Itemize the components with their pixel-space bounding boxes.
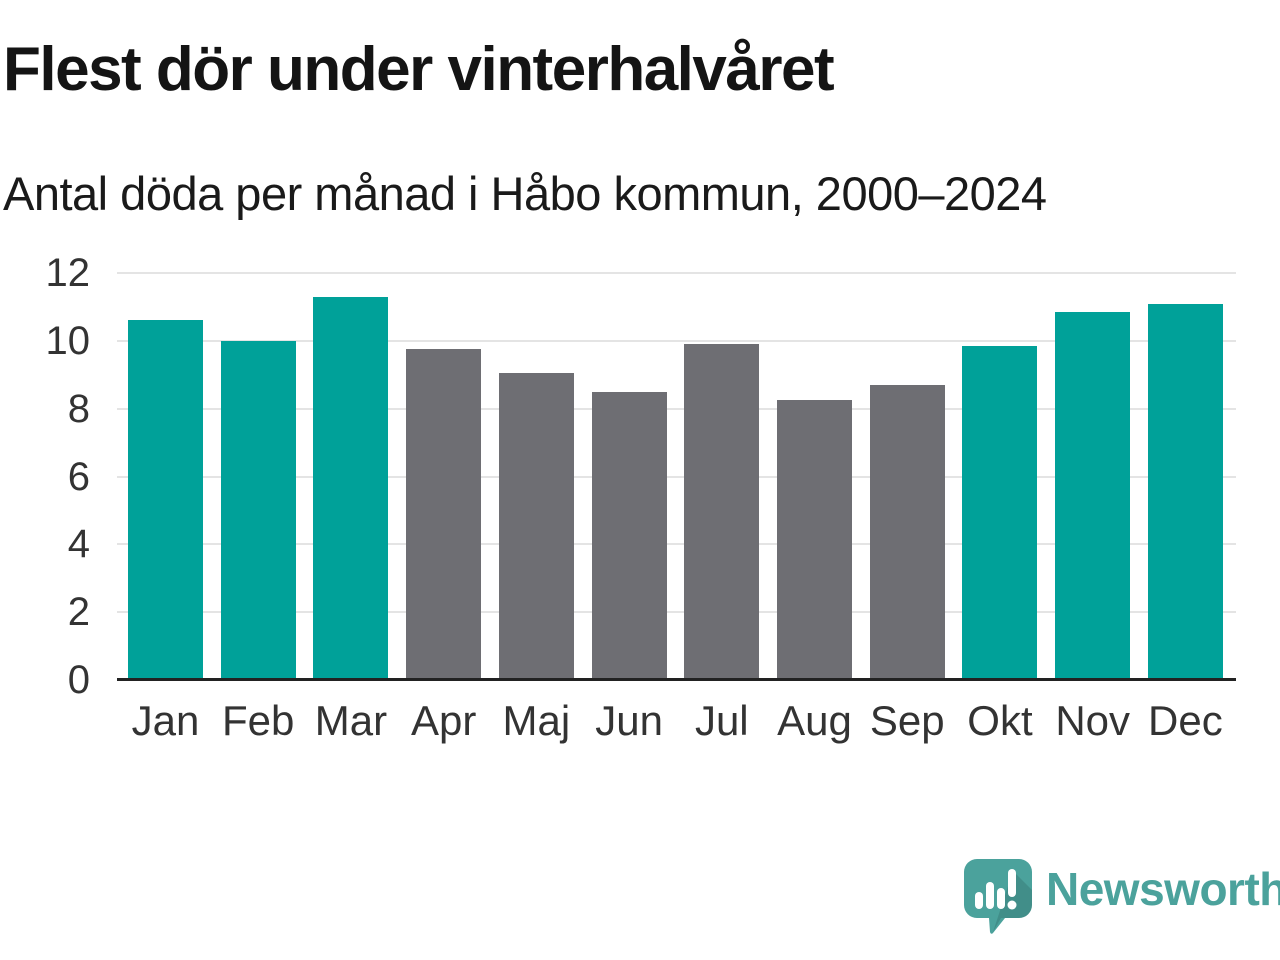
gridline-10 <box>117 339 1236 342</box>
exclamation-bar <box>1008 869 1016 897</box>
bar-sep <box>869 384 945 680</box>
bar-maj <box>498 373 574 680</box>
x-label-jan: Jan <box>131 697 200 744</box>
newsworthy-logo: Newsworthy <box>963 858 1280 934</box>
bar-dec <box>1147 303 1223 680</box>
y-tick-label-8: 8 <box>67 386 90 431</box>
gridline-2 <box>117 611 1236 614</box>
x-label-jun: Jun <box>595 697 663 744</box>
x-label-nov: Nov <box>1055 697 1131 744</box>
y-tick-label-0: 0 <box>67 658 90 702</box>
x-label-maj: Maj <box>502 697 571 744</box>
x-label-feb: Feb <box>222 697 295 744</box>
exclamation-dot <box>1007 900 1017 910</box>
bar-okt <box>962 345 1038 680</box>
bar-apr <box>406 349 482 680</box>
x-label-dec: Dec <box>1148 697 1223 744</box>
x-label-jul: Jul <box>694 697 749 744</box>
x-axis-labels: Jan Feb Mar Apr Maj Jun Jul Aug Sep Okt Nov Dec <box>117 700 1236 742</box>
plot-area: 0 2 4 6 8 10 12 Jan Feb Mar Apr Maj Jun Jul Aug Sep Okt… <box>46 253 1236 742</box>
x-label-aug: Aug <box>777 697 852 744</box>
gridline-12 <box>117 272 1236 274</box>
y-tick-label-6: 6 <box>67 454 90 499</box>
newsworthy-logo-text: Newsworthy <box>1046 863 1280 915</box>
y-tick-label-10: 10 <box>45 318 91 363</box>
gridline-6 <box>117 475 1236 478</box>
y-tick-label-4: 4 <box>67 522 90 567</box>
bar-jul <box>684 344 760 680</box>
gridline-8 <box>117 407 1236 410</box>
newsworthy-logo-icon <box>964 859 1032 934</box>
x-label-okt: Okt <box>967 697 1033 744</box>
chart-subtitle: Antal döda per månad i Håbo kommun, 2000… <box>3 167 1047 220</box>
x-label-sep: Sep <box>869 697 945 744</box>
x-axis-line <box>117 678 1236 681</box>
bar-jan <box>128 320 203 680</box>
bar-series <box>117 273 1236 680</box>
chart-title: Flest dör under vinterhalvåret <box>3 35 835 104</box>
gridline-4 <box>117 543 1236 546</box>
bar-aug <box>777 400 853 680</box>
y-tick-label-2: 2 <box>67 590 90 635</box>
bar-jun <box>591 391 667 680</box>
mini-barchart-glyph <box>975 869 1017 910</box>
bar-mar <box>313 296 389 680</box>
bar-nov <box>1055 312 1131 680</box>
x-label-apr: Apr <box>410 697 477 744</box>
y-tick-label-12: 12 <box>45 251 91 295</box>
x-label-mar: Mar <box>314 697 388 744</box>
bar-feb <box>220 340 296 680</box>
